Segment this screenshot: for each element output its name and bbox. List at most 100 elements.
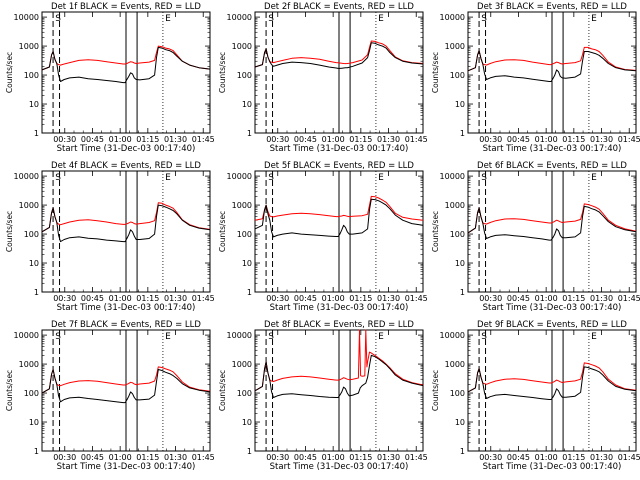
end-marker: E <box>165 173 171 183</box>
x-tick-label: 01:15 <box>349 135 372 144</box>
x-tick-label: 01:15 <box>136 294 159 303</box>
x-tick-label: 00:30 <box>479 453 502 462</box>
y-axis-label: Counts/sec <box>431 52 440 93</box>
start-marker: S <box>481 14 487 24</box>
x-tick-label: 00:45 <box>81 453 104 462</box>
y-tick-label: 1 <box>460 288 465 297</box>
series-events-line <box>467 205 637 241</box>
y-tick-label: 1000 <box>19 201 39 210</box>
chart-title: Det 2f BLACK = Events, RED = LLD <box>264 2 414 12</box>
y-tick-label: 10 <box>242 418 252 427</box>
chart-title: Det 5f BLACK = Events, RED = LLD <box>264 161 414 171</box>
y-tick-label: 10 <box>242 259 252 268</box>
chart-panel-2: Det 2f BLACK = Events, RED = LLD 1 10 100 10… <box>218 2 428 154</box>
x-tick-label: 01:30 <box>377 453 400 462</box>
y-tick-label: 10000 <box>227 13 252 22</box>
x-axis-label: Start Time (31-Dec-03 00:17:40) <box>483 144 622 154</box>
chart-panel-7: Det 7f BLACK = Events, RED = LLD 1 10 100 10… <box>5 320 215 472</box>
y-axis-label: Counts/sec <box>5 370 14 411</box>
series-events-line <box>41 369 211 404</box>
series-lld-line <box>467 46 637 72</box>
y-tick-label: 1 <box>460 447 465 456</box>
x-tick-label: 01:15 <box>562 294 585 303</box>
y-tick-label: 1000 <box>232 201 252 210</box>
start-marker: S <box>55 14 61 24</box>
y-tick-label: 1000 <box>232 360 252 369</box>
y-tick-label: 1000 <box>445 42 465 51</box>
chart-panel-5: Det 5f BLACK = Events, RED = LLD 1 10 100 10… <box>218 161 428 313</box>
y-tick-label: 1000 <box>445 201 465 210</box>
y-tick-label: 100 <box>450 389 465 398</box>
start-marker: S <box>268 14 274 24</box>
y-tick-label: 10 <box>29 418 39 427</box>
y-axis-label: Counts/sec <box>431 370 440 411</box>
chart-panel-1: Det 1f BLACK = Events, RED = LLD 1 10 100 10… <box>5 2 215 154</box>
end-marker: E <box>378 14 384 24</box>
chart-panel-8: Det 8f BLACK = Events, RED = LLD 1 10 100 10… <box>218 320 428 472</box>
start-marker: S <box>55 332 61 342</box>
x-tick-label: 00:30 <box>53 453 76 462</box>
y-tick-label: 1 <box>247 288 252 297</box>
x-axis-label: Start Time (31-Dec-03 00:17:40) <box>270 144 409 154</box>
y-tick-label: 100 <box>237 71 252 80</box>
series-events-line <box>41 204 211 243</box>
x-tick-label: 01:30 <box>590 135 613 144</box>
x-tick-label: 01:45 <box>192 294 215 303</box>
x-tick-label: 01:45 <box>618 453 640 462</box>
x-axis-label: Start Time (31-Dec-03 00:17:40) <box>483 303 622 313</box>
y-tick-label: 10 <box>29 100 39 109</box>
x-tick-label: 01:15 <box>562 453 585 462</box>
x-tick-label: 00:45 <box>81 294 104 303</box>
x-tick-label: 00:30 <box>53 294 76 303</box>
y-tick-label: 10000 <box>14 172 39 181</box>
series-lld-line <box>467 362 637 393</box>
x-axis-label: Start Time (31-Dec-03 00:17:40) <box>483 462 622 472</box>
y-axis-label: Counts/sec <box>5 52 14 93</box>
end-marker: E <box>591 332 597 342</box>
y-tick-label: 10 <box>455 418 465 427</box>
x-tick-label: 01:45 <box>192 135 215 144</box>
y-tick-label: 1000 <box>19 360 39 369</box>
y-axis-label: Counts/sec <box>431 211 440 252</box>
y-tick-label: 10000 <box>14 331 39 340</box>
x-tick-label: 01:00 <box>535 453 558 462</box>
x-tick-label: 00:30 <box>479 135 502 144</box>
x-tick-label: 01:15 <box>349 294 372 303</box>
x-tick-label: 01:00 <box>535 294 558 303</box>
x-tick-label: 00:30 <box>53 135 76 144</box>
chart-panel-6: Det 6f BLACK = Events, RED = LLD 1 10 100 10… <box>431 161 640 313</box>
y-tick-label: 100 <box>24 71 39 80</box>
end-marker: E <box>591 173 597 183</box>
x-tick-label: 01:45 <box>618 294 640 303</box>
x-tick-label: 00:30 <box>266 294 289 303</box>
x-tick-label: 01:00 <box>109 294 132 303</box>
x-tick-label: 00:45 <box>507 294 530 303</box>
x-tick-label: 00:45 <box>507 453 530 462</box>
series-lld-line <box>254 329 424 392</box>
x-tick-label: 00:30 <box>266 453 289 462</box>
end-marker: E <box>378 332 384 342</box>
x-tick-label: 01:00 <box>322 453 345 462</box>
chart-title: Det 9f BLACK = Events, RED = LLD <box>477 320 627 330</box>
end-marker: E <box>165 332 171 342</box>
x-tick-label: 01:15 <box>349 453 372 462</box>
x-tick-label: 00:45 <box>507 135 530 144</box>
series-events-line <box>467 366 637 400</box>
y-axis-label: Counts/sec <box>218 52 227 93</box>
start-marker: S <box>481 332 487 342</box>
x-tick-label: 00:45 <box>294 135 317 144</box>
x-axis-label: Start Time (31-Dec-03 00:17:40) <box>57 144 196 154</box>
y-tick-label: 1 <box>247 129 252 138</box>
x-tick-label: 01:00 <box>535 135 558 144</box>
x-tick-label: 01:30 <box>590 453 613 462</box>
start-marker: S <box>268 332 274 342</box>
x-tick-label: 01:00 <box>109 453 132 462</box>
x-tick-label: 01:30 <box>590 294 613 303</box>
y-tick-label: 100 <box>237 389 252 398</box>
x-tick-label: 01:15 <box>136 135 159 144</box>
start-marker: S <box>268 173 274 183</box>
end-marker: E <box>165 14 171 24</box>
x-tick-label: 00:45 <box>81 135 104 144</box>
chart-title: Det 4f BLACK = Events, RED = LLD <box>51 161 201 171</box>
